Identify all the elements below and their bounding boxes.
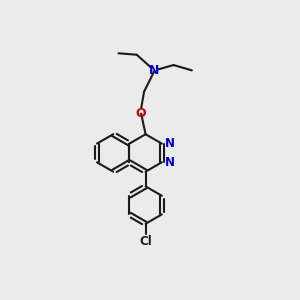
Text: Cl: Cl	[139, 235, 152, 248]
Text: N: N	[165, 156, 175, 170]
Text: N: N	[149, 64, 160, 77]
Text: N: N	[165, 136, 175, 149]
Text: O: O	[136, 107, 146, 120]
